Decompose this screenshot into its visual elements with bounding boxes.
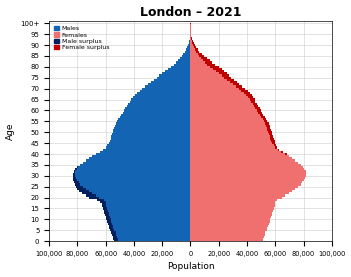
Title: London – 2021: London – 2021 xyxy=(140,6,241,19)
Legend: Males, Females, Male surplus, Female surplus: Males, Females, Male surplus, Female sur… xyxy=(52,24,111,52)
X-axis label: Population: Population xyxy=(167,262,214,271)
Y-axis label: Age: Age xyxy=(6,122,14,140)
